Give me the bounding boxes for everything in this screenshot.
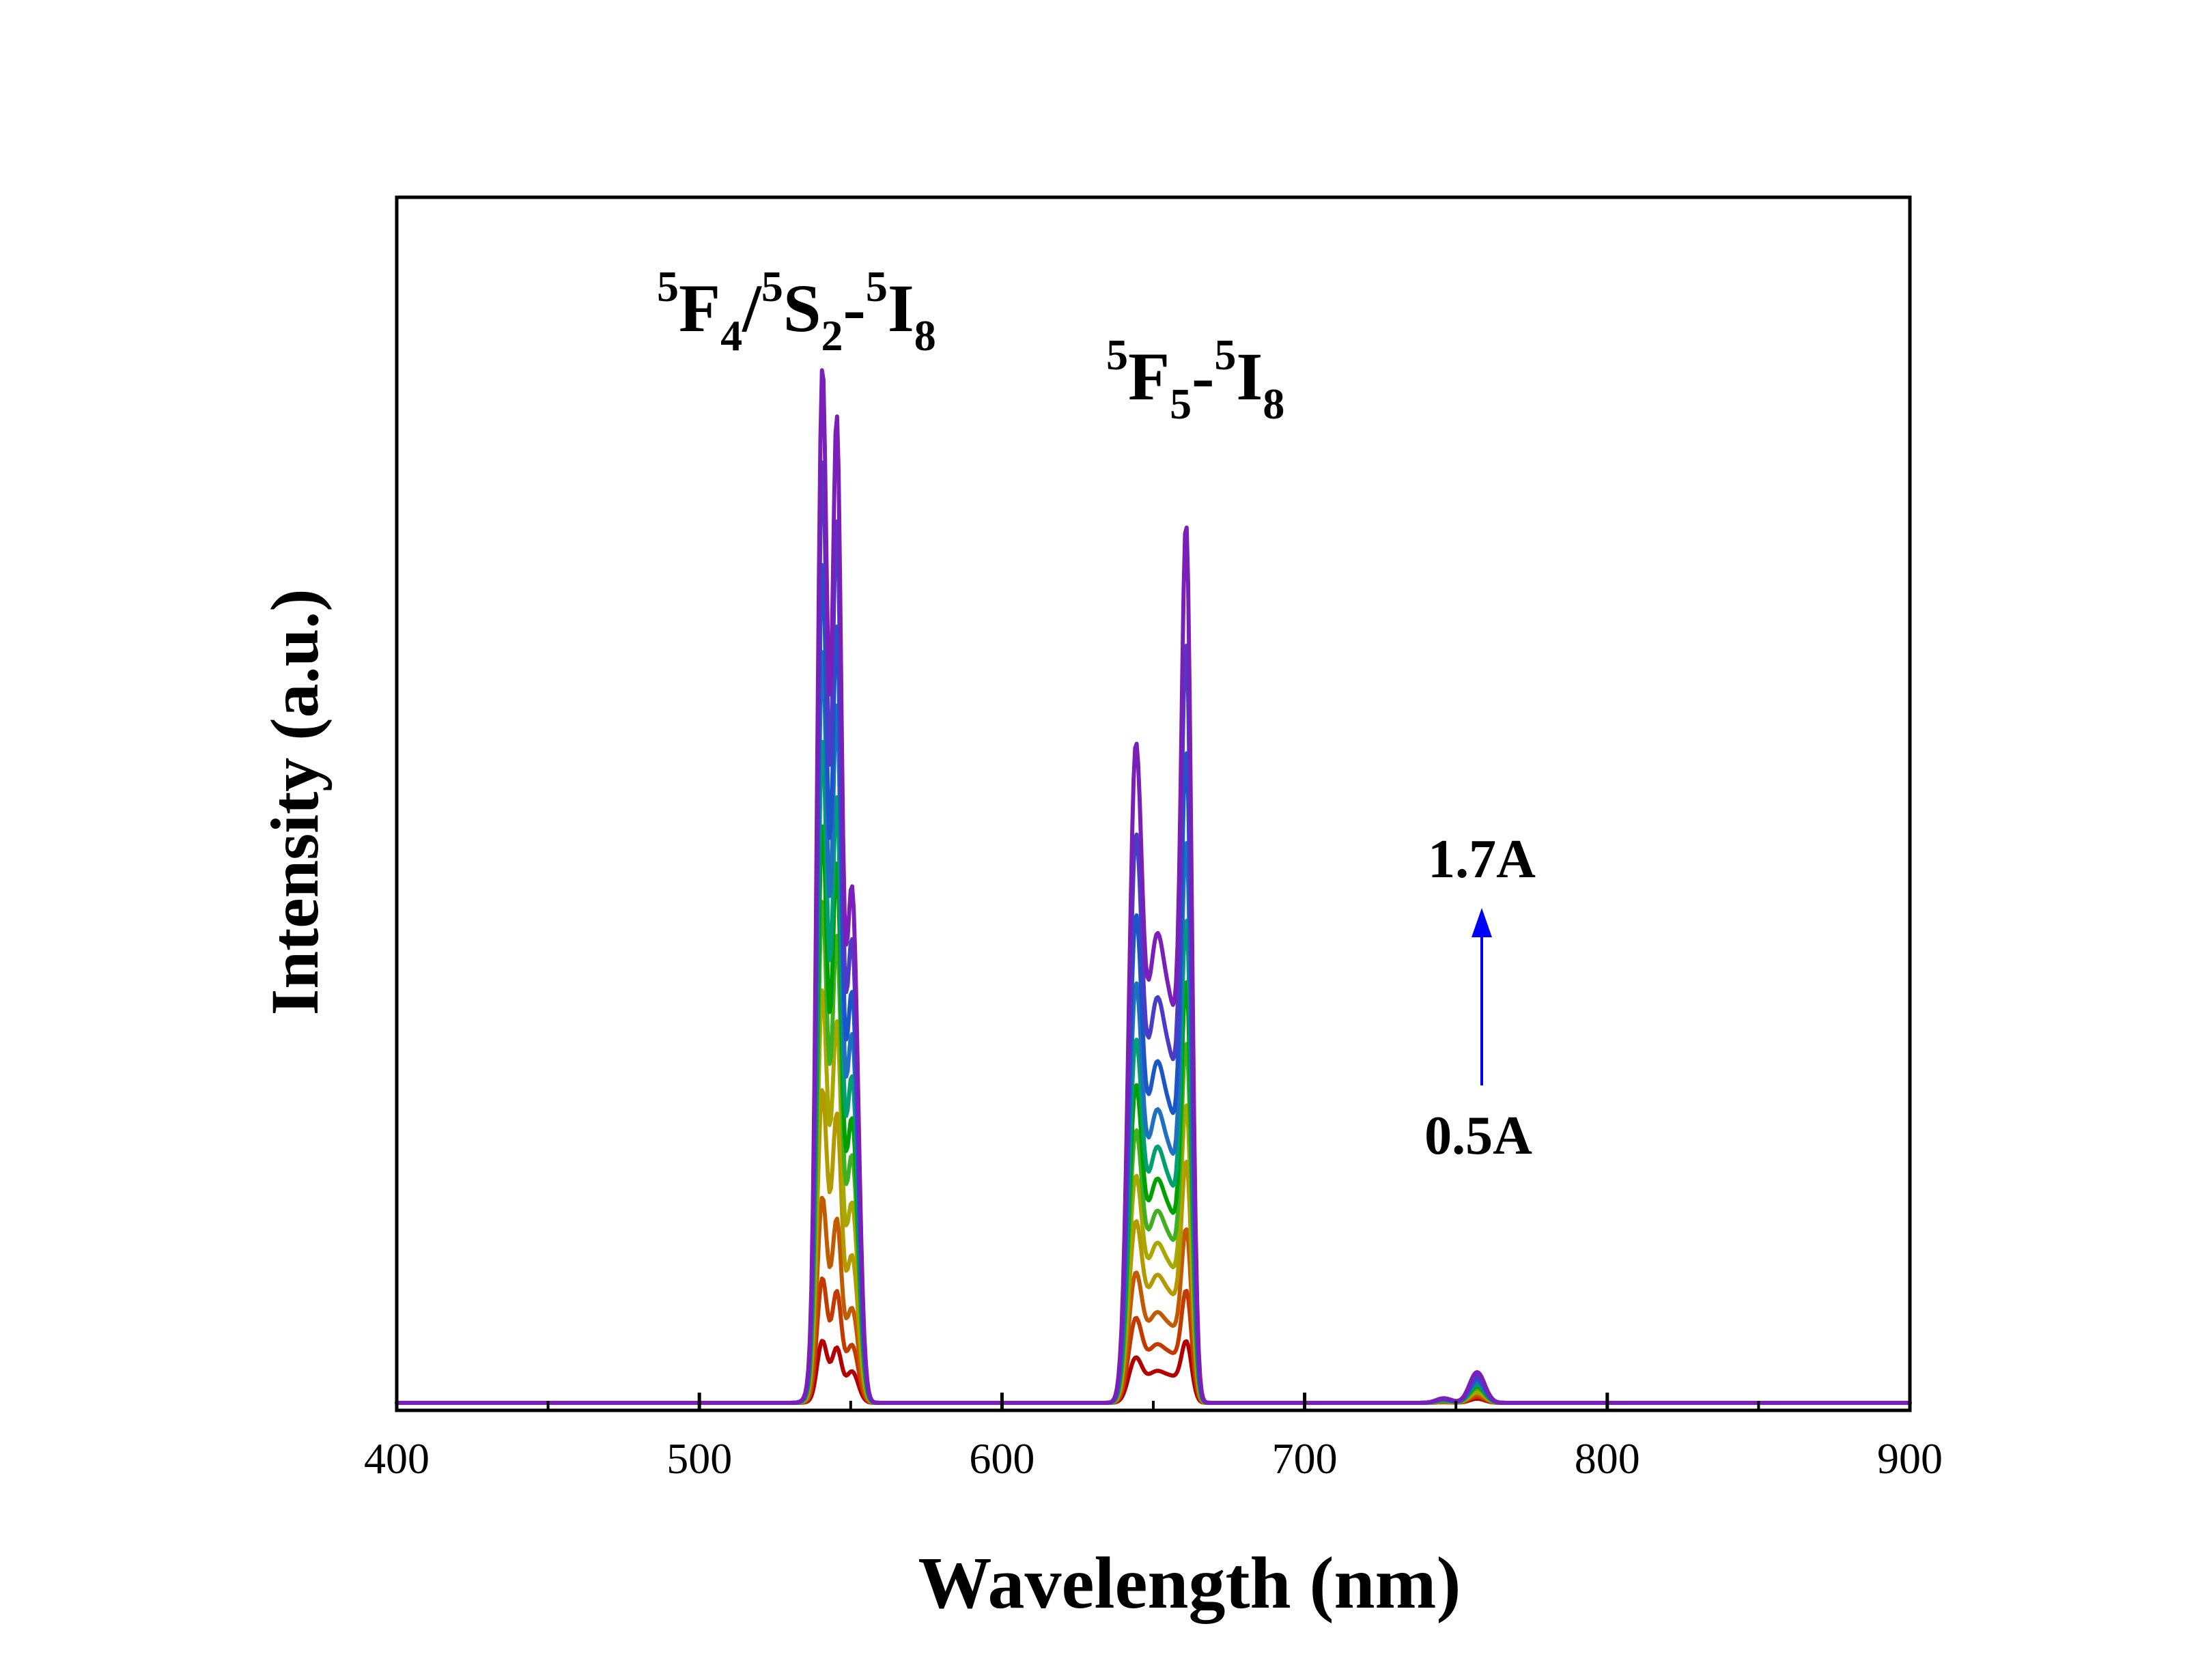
- y-axis-title: Intensity (a.u.): [257, 588, 333, 1015]
- peak-green-dash: -: [843, 270, 866, 346]
- peak-red-sub2: 8: [1263, 380, 1284, 428]
- peak-label-green: 5F4/5S2-5I8: [657, 262, 936, 360]
- peak-red-f: F: [1128, 339, 1170, 414]
- peak-red-sup2: 5: [1214, 330, 1236, 379]
- peak-green-sub3: 8: [914, 311, 936, 360]
- spectrum-curve-12: [395, 368, 1912, 1405]
- peak-red-dash: -: [1192, 339, 1214, 414]
- x-tick-label: 400: [364, 1434, 430, 1483]
- x-tick-label: 500: [666, 1434, 732, 1483]
- x-tick-label: 800: [1575, 1434, 1640, 1483]
- peak-green-sup1: 5: [657, 262, 679, 311]
- x-axis-ticks: 400 500 600 700 800 900: [364, 1393, 1943, 1483]
- spectrum-curve-9: [395, 650, 1912, 1405]
- peak-green-sup2: 5: [761, 262, 783, 311]
- x-tick-label: 700: [1272, 1434, 1338, 1483]
- spectra-curves: [395, 368, 1912, 1405]
- peak-green-slash: /: [742, 270, 762, 346]
- peak-red-i: I: [1236, 339, 1263, 414]
- peak-green-i: I: [888, 270, 914, 346]
- peak-green-sub2: 2: [821, 311, 843, 360]
- peak-green-f: F: [679, 270, 720, 346]
- peak-red-sup1: 5: [1106, 330, 1128, 379]
- current-low-label: 0.5A: [1424, 1106, 1532, 1166]
- spectrum-curve-5: [395, 988, 1912, 1405]
- peak-green-sub1: 4: [720, 311, 742, 360]
- spectrum-curve-11: [395, 460, 1912, 1405]
- peak-green-sup3: 5: [866, 262, 888, 311]
- spectrum-curve-2: [395, 1277, 1912, 1405]
- spectrum-curve-1: [395, 1339, 1912, 1405]
- peak-label-red: 5F5-5I8: [1106, 330, 1284, 428]
- current-arrow-head: [1472, 908, 1492, 937]
- x-tick-label: 600: [969, 1434, 1034, 1483]
- x-axis-title: Wavelength (nm): [918, 1543, 1461, 1624]
- current-high-label: 1.7A: [1428, 829, 1536, 889]
- peak-red-sub1: 5: [1170, 380, 1192, 428]
- x-tick-label: 900: [1877, 1434, 1943, 1483]
- peak-green-s: S: [783, 270, 821, 346]
